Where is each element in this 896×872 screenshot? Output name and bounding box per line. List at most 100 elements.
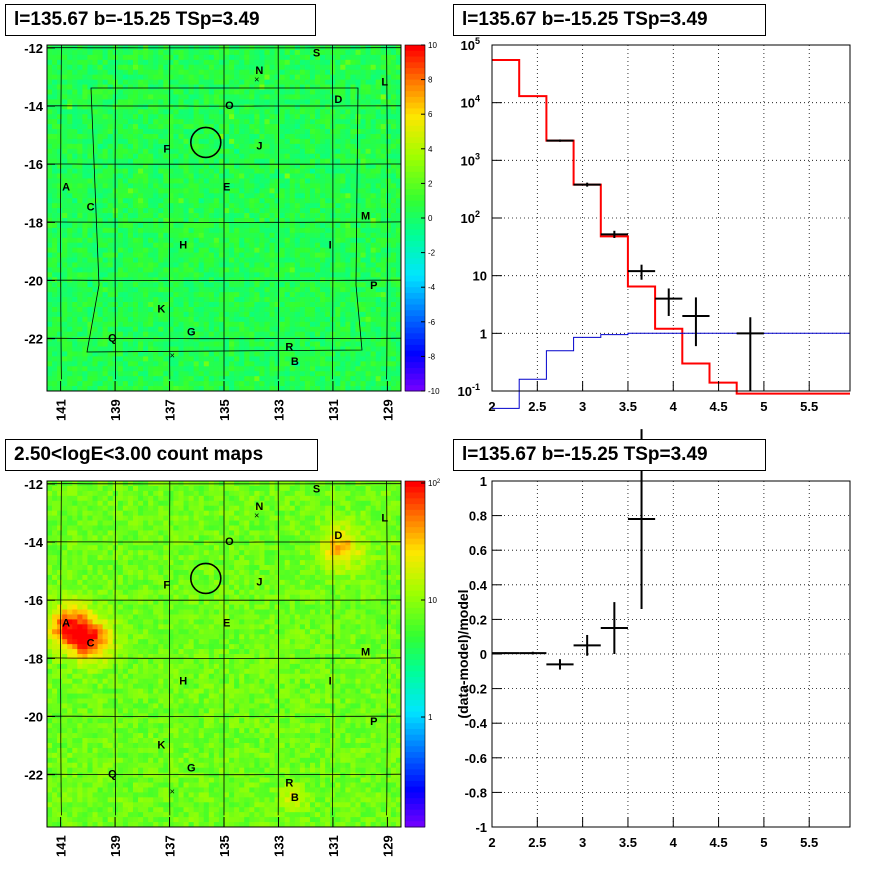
cross-marker: ×: [170, 786, 175, 796]
residual-y-tick-label: 0.8: [469, 509, 487, 524]
background-step-line: [492, 332, 850, 409]
map-label-I: I: [329, 676, 332, 688]
spectrum-data-point: [682, 297, 710, 347]
map-label-A: A: [62, 181, 70, 193]
spectrum-y-tick-label: 103: [461, 151, 480, 168]
map-x-tick-label: 141: [54, 835, 69, 857]
residual-title: l=135.67 b=-15.25 TSp=3.49: [453, 439, 766, 471]
cross-marker: ×: [254, 74, 259, 84]
map-y-tick-label: -20: [24, 274, 43, 289]
map-label-S: S: [313, 48, 320, 60]
map-y-tick-label: -12: [24, 41, 43, 56]
map-label-K: K: [157, 740, 165, 752]
map-label-P: P: [370, 716, 377, 728]
map-x-tick-label: 129: [380, 399, 395, 421]
colorbar-tick-label: 8: [428, 76, 433, 85]
residual-y-tick-label: 1: [480, 474, 487, 489]
residual-x-tick-label: 5.5: [800, 835, 818, 850]
map-x-tick-label: 129: [380, 835, 395, 857]
model-step-line: [492, 59, 850, 395]
target-ring: [190, 126, 222, 159]
map-top-title: l=135.67 b=-15.25 TSp=3.49: [5, 4, 316, 36]
map-label-Q: Q: [108, 333, 117, 345]
map-label-K: K: [157, 304, 165, 316]
map-y-tick-label: -12: [24, 477, 43, 492]
map-y-tick-label: -22: [24, 768, 43, 783]
colorbar-tick-label: 2: [428, 179, 433, 188]
spectrum-y-tick-label: 102: [461, 209, 480, 226]
map-y-tick-label: -14: [24, 535, 44, 550]
residual-x-tick-label: 3: [579, 835, 586, 850]
spectrum-title: l=135.67 b=-15.25 TSp=3.49: [453, 4, 766, 36]
colorbar-tick-label: 10: [428, 41, 437, 50]
spectrum-y-tick-label: 10: [473, 269, 487, 284]
map-label-F: F: [163, 580, 170, 592]
spectrum-x-tick-label: 3: [579, 399, 586, 414]
spectrum-y-tick-label: 105: [461, 36, 480, 53]
map-x-tick-label: 135: [217, 399, 232, 421]
map-x-tick-label: 131: [326, 835, 341, 857]
map-y-tick-label: -20: [24, 710, 43, 725]
residual-y-tick-label: 0: [480, 647, 487, 662]
map-label-M: M: [361, 210, 370, 222]
colorbar-tick-label: -8: [428, 352, 436, 361]
cross-marker: ×: [254, 510, 259, 520]
residual-data-point: [546, 659, 574, 670]
map-label-B: B: [291, 356, 299, 368]
residual-y-tick-label: -0.4: [465, 716, 488, 731]
map-x-tick-label: 133: [272, 835, 287, 857]
spectrum-data-point: [736, 317, 764, 391]
map-y-tick-label: -16: [24, 593, 43, 608]
map-label-J: J: [256, 141, 262, 153]
spectrum-x-tick-label: 5: [760, 399, 767, 414]
residual-x-tick-label: 2: [488, 835, 495, 850]
map-label-H: H: [179, 240, 187, 252]
map-y-tick-label: -18: [24, 651, 43, 666]
colorbar-tick-label: 0: [428, 214, 433, 223]
residual-y-tick-label: -0.6: [465, 751, 487, 766]
residual-x-tick-label: 3.5: [619, 835, 637, 850]
map-y-tick-label: -22: [24, 332, 43, 347]
spectrum-y-tick-label: 104: [461, 94, 480, 111]
residual-y-tick-label: -1: [475, 820, 487, 835]
residual-data-point: [519, 651, 547, 655]
map-bottom-title: 2.50<logE<3.00 count maps: [5, 439, 318, 471]
map-label-C: C: [87, 202, 95, 214]
colorbar-tick-label: -10: [428, 387, 440, 396]
residual-y-tick-label: 0.4: [469, 578, 488, 593]
map-x-tick-label: 133: [272, 399, 287, 421]
map-label-O: O: [225, 100, 234, 112]
spectrum-data-point: [655, 288, 683, 316]
spectrum-x-tick-label: 2.5: [528, 399, 546, 414]
residual-y-tick-label: 0.2: [469, 612, 487, 627]
colorbar-tick-label: 102: [428, 479, 441, 488]
map-label-C: C: [87, 638, 95, 650]
spectrum-data-point: [546, 139, 574, 142]
residual-x-tick-label: 2.5: [528, 835, 546, 850]
spectrum-x-tick-label: 3.5: [619, 399, 637, 414]
map-label-B: B: [291, 792, 299, 804]
colorbar-tick-label: -2: [428, 249, 436, 258]
spectrum-x-tick-label: 4.5: [710, 399, 728, 414]
colorbar-tick-label: -6: [428, 318, 436, 327]
map-x-tick-label: 141: [54, 399, 69, 421]
colorbar-tick-label: -4: [428, 283, 436, 292]
map-label-N: N: [255, 65, 263, 77]
spectrum-x-tick-label: 4: [670, 399, 678, 414]
colorbar-tick-label: 10: [428, 596, 437, 605]
residual-data-point: [600, 602, 628, 654]
residual-x-tick-label: 5: [760, 835, 767, 850]
residual-x-tick-label: 4.5: [710, 835, 728, 850]
residual-data-point: [492, 652, 520, 655]
spectrum-x-tick-label: 5.5: [800, 399, 818, 414]
spectrum-x-tick-label: 2: [488, 399, 495, 414]
map-label-H: H: [179, 676, 187, 688]
spectrum-data-point: [600, 230, 628, 238]
map-label-L: L: [381, 77, 388, 89]
map-label-S: S: [313, 484, 320, 496]
residual-y-tick-label: -0.8: [465, 785, 487, 800]
target-ring: [190, 562, 222, 595]
map-label-N: N: [255, 501, 263, 513]
map-top-plot: S N L D O F J A E C M H I P K G Q RB × × 141 139 137 135 133 131…: [24, 41, 440, 421]
